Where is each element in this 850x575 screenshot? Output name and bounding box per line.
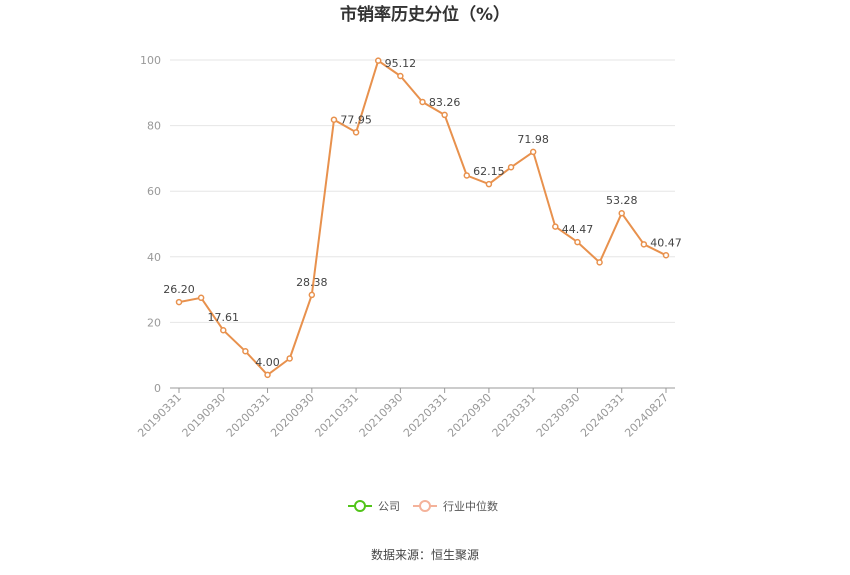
legend-item-company[interactable]: 公司 — [348, 500, 400, 513]
data-label: 95.12 — [385, 57, 417, 70]
x-axis: 2019033120190930202003312020093020210331… — [135, 387, 675, 440]
data-point — [662, 252, 670, 259]
x-tick-label: 20190331 — [135, 391, 184, 440]
y-tick-label: 60 — [147, 185, 161, 198]
data-label: 83.26 — [429, 96, 461, 109]
y-tick-label: 0 — [154, 382, 161, 395]
data-point — [352, 129, 360, 136]
data-point — [374, 57, 382, 64]
data-label: 53.28 — [606, 194, 638, 207]
x-tick-label: 20220331 — [401, 391, 450, 440]
data-point — [175, 298, 183, 306]
y-axis: 0 20 40 60 80 100 — [140, 54, 161, 395]
data-label: 28.38 — [296, 276, 328, 289]
data-point — [197, 294, 205, 302]
data-point — [463, 172, 471, 179]
data-point — [264, 371, 271, 379]
data-label: 26.20 — [163, 283, 195, 296]
data-label: 77.95 — [340, 113, 372, 126]
data-point — [596, 259, 603, 266]
data-point — [441, 111, 448, 119]
data-point — [330, 116, 338, 123]
data-point — [507, 164, 515, 171]
data-point — [419, 98, 426, 106]
data-labels: 26.20 17.61 4.00 28.38 77.95 95.12 83.26 62.15 7… — [163, 57, 682, 369]
data-point — [552, 223, 559, 230]
x-tick-label: 20240827 — [622, 391, 671, 440]
chart-title: 市销率历史分位（%） — [340, 4, 510, 25]
x-tick-label: 20200930 — [268, 391, 317, 440]
legend-marker-company — [354, 500, 366, 512]
data-label: 44.47 — [562, 223, 594, 236]
data-point — [485, 180, 493, 188]
series-company — [175, 57, 670, 379]
x-tick-label: 20190930 — [180, 391, 229, 440]
y-tick-label: 80 — [147, 120, 161, 133]
x-tick-label: 20230930 — [534, 391, 583, 440]
data-label: 17.61 — [208, 311, 240, 324]
legend-item-industry-median[interactable]: 行业中位数 — [413, 499, 498, 513]
grid-lines — [170, 59, 675, 323]
y-tick-label: 40 — [147, 251, 161, 264]
data-point — [308, 291, 316, 299]
data-point — [286, 355, 293, 362]
y-tick-label: 20 — [147, 316, 161, 329]
data-label: 4.00 — [255, 356, 280, 369]
data-label: 62.15 — [473, 165, 505, 178]
data-point — [640, 241, 648, 248]
legend-marker-industry-median — [419, 500, 431, 512]
series-line — [178, 59, 667, 376]
data-source: 数据来源：恒生聚源 — [371, 547, 479, 562]
legend-label-company: 公司 — [378, 500, 400, 513]
data-label: 40.47 — [650, 236, 682, 249]
x-tick-label: 20240331 — [578, 391, 627, 440]
legend-label-industry-median: 行业中位数 — [443, 499, 498, 513]
data-point — [220, 326, 227, 334]
data-point — [529, 148, 537, 156]
data-point — [242, 348, 249, 355]
legend[interactable]: 公司 行业中位数 — [348, 499, 498, 513]
x-tick-label: 20220930 — [445, 391, 494, 440]
data-point — [574, 238, 581, 246]
x-tick-label: 20210930 — [357, 391, 406, 440]
data-point — [397, 72, 404, 80]
data-point — [618, 209, 625, 217]
data-label: 71.98 — [517, 133, 549, 146]
x-tick-label: 20200331 — [224, 391, 273, 440]
y-tick-label: 100 — [140, 54, 161, 67]
x-tick-label: 20210331 — [312, 391, 361, 440]
x-tick-label: 20230331 — [490, 391, 539, 440]
